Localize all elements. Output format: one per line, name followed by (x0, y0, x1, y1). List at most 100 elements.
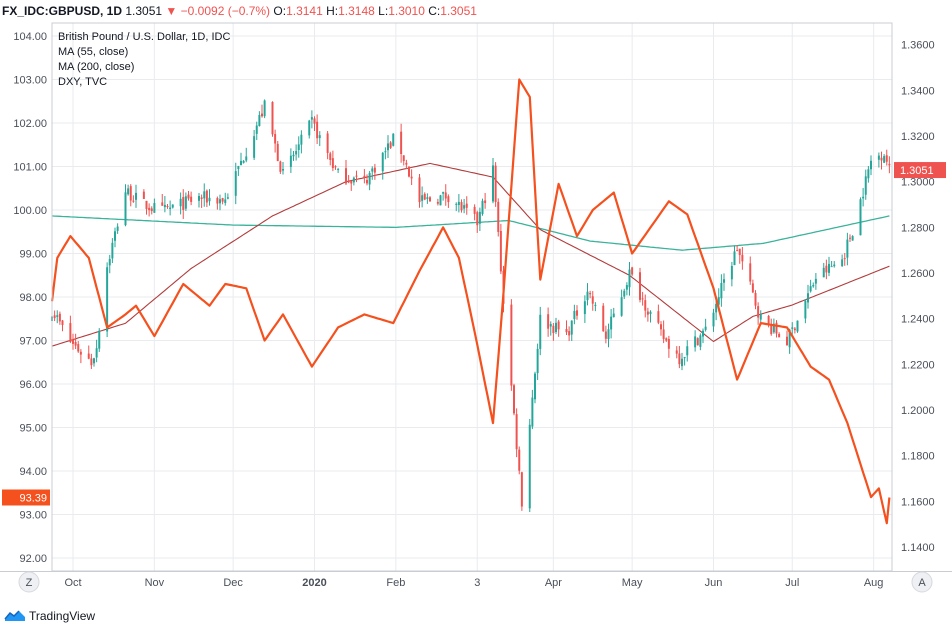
time-tick-label: Oct (64, 577, 81, 589)
candle-body (528, 424, 531, 509)
candle-body (219, 199, 221, 204)
candle-body (539, 314, 542, 349)
tradingview-logo-icon[interactable] (4, 608, 26, 622)
candle-body (129, 186, 132, 201)
candle-body (481, 200, 484, 214)
auto-scale-button-label: A (918, 577, 926, 589)
candle-body (198, 196, 200, 201)
candle-body (841, 259, 844, 267)
close-value: 1.3051 (440, 4, 477, 18)
dxy-tick-label: 95.00 (19, 422, 47, 434)
ma55-path (51, 162, 890, 347)
candle-body (681, 358, 683, 367)
price-chart[interactable]: 104.00 103.00 102.00 101.00 100.00 99.00 98.00… (0, 22, 952, 602)
candle-body (90, 358, 93, 366)
auto-scale-button[interactable] (911, 571, 933, 593)
candle-body (345, 168, 347, 184)
time-tick-label: Jun (705, 577, 723, 589)
candle-body (880, 157, 883, 161)
candle-body (402, 155, 405, 162)
candle-body (625, 285, 628, 290)
zoom-reset-button-label: Z (26, 577, 33, 589)
candle-body (639, 272, 641, 300)
candle-body (665, 338, 668, 341)
candle-body (255, 125, 258, 134)
candle-body (387, 143, 389, 151)
candle-body (308, 120, 311, 136)
candle-body (190, 196, 193, 202)
current-price-badge (894, 162, 946, 179)
candle-body (87, 353, 90, 359)
candle-body (534, 373, 536, 400)
candle-body (421, 195, 424, 201)
candle-body (570, 320, 573, 335)
candle-body (696, 338, 699, 346)
candle-body (127, 188, 130, 195)
candle-body (751, 283, 754, 293)
tradingview-brand[interactable]: TradingView (29, 609, 96, 623)
dxy-tick-label: 96.00 (19, 379, 47, 391)
price-badges: 1.3051 93.39 (2, 162, 946, 506)
candle-body (717, 297, 720, 305)
candle-body (457, 201, 460, 206)
zoom-reset-button[interactable] (18, 571, 40, 593)
candle-body (812, 284, 815, 287)
candle-body (263, 100, 266, 117)
low-label: L: (378, 4, 389, 18)
candle-body (851, 236, 854, 241)
candle-body (683, 357, 686, 359)
candle-body (518, 449, 521, 471)
time-axis[interactable]: Oct Nov Dec 2020 Feb 3 Apr May Jun Jul Aug Z A (0, 571, 952, 593)
candle-body (793, 328, 796, 331)
candle-body (161, 202, 164, 206)
price-tick-label: 1.1600 (901, 496, 935, 508)
price-tick-label: 1.2200 (901, 359, 935, 371)
candle-body (843, 258, 846, 260)
price-tick-label: 1.2000 (901, 405, 935, 417)
candle-body (796, 320, 799, 332)
candle-body (557, 321, 560, 330)
candle-body (759, 314, 762, 320)
candle-body (778, 333, 781, 338)
dxy-axis[interactable]: 104.00 103.00 102.00 101.00 100.00 99.00 98.00… (13, 31, 47, 565)
price-axis[interactable]: 1.3600 1.3400 1.3200 1.3000 1.2800 1.2600 1.24… (901, 40, 935, 554)
dxy-tick-label: 104.00 (13, 31, 47, 43)
candle-body (586, 291, 589, 301)
legend-ma55[interactable]: MA (55, close) (58, 46, 129, 58)
legend-ma200[interactable]: MA (200, close) (58, 61, 135, 73)
candle-body (271, 102, 274, 135)
legend-dxy[interactable]: DXY, TVC (58, 76, 108, 88)
candle-body (58, 313, 61, 322)
candle-body (814, 278, 817, 284)
candle-body (331, 158, 334, 169)
candle-body (240, 160, 242, 166)
candle-body (171, 204, 174, 208)
candle-body (576, 310, 578, 316)
candle-body (203, 191, 206, 199)
chart-background (0, 22, 952, 602)
candle-body (300, 134, 303, 145)
candle-body (757, 306, 760, 318)
candle-body (148, 207, 151, 211)
candle-body (93, 358, 95, 364)
candle-body (447, 196, 450, 203)
candle-body (224, 199, 227, 203)
candle-body (56, 315, 59, 317)
candle-body (205, 190, 208, 203)
candle-body (282, 169, 284, 171)
price-tick-label: 1.2800 (901, 222, 935, 234)
legend-main-series[interactable]: British Pound / U.S. Dollar, 1D, IDC (58, 31, 231, 43)
candle-body (883, 156, 886, 163)
candle-body (350, 180, 353, 184)
candle-body (786, 336, 788, 346)
candle-body (439, 195, 442, 206)
candle-body (549, 323, 552, 327)
candle-body (405, 162, 408, 165)
symbol-name[interactable]: FX_IDC:GBPUSD, 1D (2, 4, 123, 18)
candle-body (429, 197, 431, 202)
candle-body (646, 311, 649, 315)
candle-body (602, 305, 605, 332)
dxy-value-badge (2, 489, 50, 506)
candle-body (145, 200, 148, 209)
candle-body (591, 296, 594, 304)
